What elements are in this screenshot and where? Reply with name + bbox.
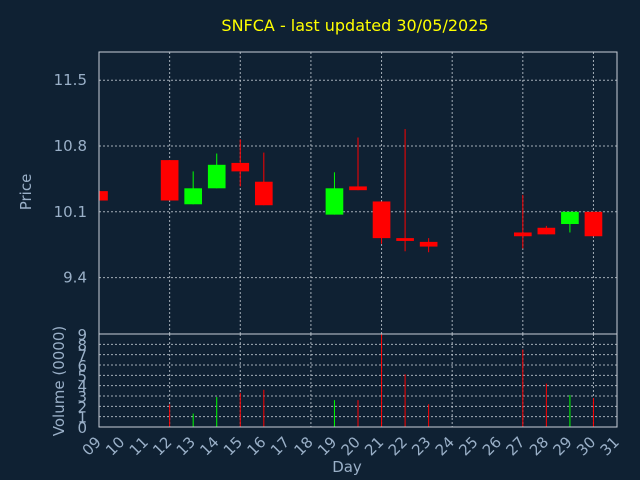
chart-title: SNFCA - last updated 30/05/2025 [221,16,488,35]
day-x-tick-label: 16 [243,433,269,459]
volume-y-tick-label: 4 [77,378,87,396]
candle-body [207,164,226,189]
day-x-tick-label: 14 [196,433,222,459]
day-x-tick-label: 30 [573,433,599,459]
day-x-tick-label: 20 [338,433,364,459]
candle-body [372,201,391,239]
day-x-tick-label: 11 [126,433,152,459]
day-x-tick-label: 19 [314,433,340,459]
candle-body [325,188,344,215]
day-axis-label: Day [332,458,362,476]
candle-body [537,227,556,235]
day-x-tick-label: 17 [267,433,293,459]
price-axis-label: Price [17,174,35,211]
candle-body [396,238,414,241]
candle-body [231,162,250,172]
candle-body [584,211,603,237]
volume-y-tick-label: 0 [77,419,87,437]
volume-y-tick-label: 6 [77,357,87,375]
price-y-tick-label: 11.5 [54,71,87,89]
candle-body [349,186,367,191]
volume-y-tick-label: 8 [77,336,87,354]
day-x-tick-label: 24 [432,433,458,459]
volume-axis-label: Volume (0000) [50,326,68,436]
day-x-tick-label: 15 [220,433,246,459]
day-x-tick-label: 26 [479,433,505,459]
day-x-tick-label: 22 [385,433,411,459]
day-x-tick-label: 18 [291,433,317,459]
volume-y-tick-label: 5 [77,367,87,385]
price-y-tick-label: 10.8 [54,137,87,155]
day-x-tick-label: 28 [526,433,552,459]
candle-body [254,181,273,206]
volume-y-tick-label: 7 [77,347,87,365]
candle-body [513,232,532,237]
day-x-tick-label: 25 [455,433,481,459]
volume-plot-frame [98,333,618,428]
day-x-tick-label: 23 [408,433,434,459]
candle-body [184,188,203,205]
day-x-tick-label: 09 [79,433,105,459]
day-x-tick-label: 29 [550,433,576,459]
price-candles [99,129,603,253]
day-x-tick-label: 12 [149,433,175,459]
volume-y-tick-label: 1 [77,409,87,427]
volume-y-tick-label: 3 [77,388,87,406]
price-y-tick-label: 10.1 [54,203,87,221]
volume-bars [169,334,594,427]
volume-y-tick-label: 9 [77,326,87,344]
candle-body [99,191,108,201]
day-x-tick-label: 21 [361,433,387,459]
candle-body [561,211,579,225]
day-x-tick-label: 13 [173,433,199,459]
day-x-tick-label: 27 [502,433,528,459]
price-y-tick-label: 9.4 [63,269,87,287]
day-x-tick-label: 10 [102,433,128,459]
candle-body [419,241,438,247]
candle-body [160,160,179,201]
volume-y-tick-label: 2 [77,398,87,416]
day-x-ticks: 0910111213141516171819202122232425262728… [79,433,623,459]
day-x-tick-label: 31 [597,433,623,459]
price-y-ticks: 11.5 10.8 10.1 9.4 [54,71,87,286]
